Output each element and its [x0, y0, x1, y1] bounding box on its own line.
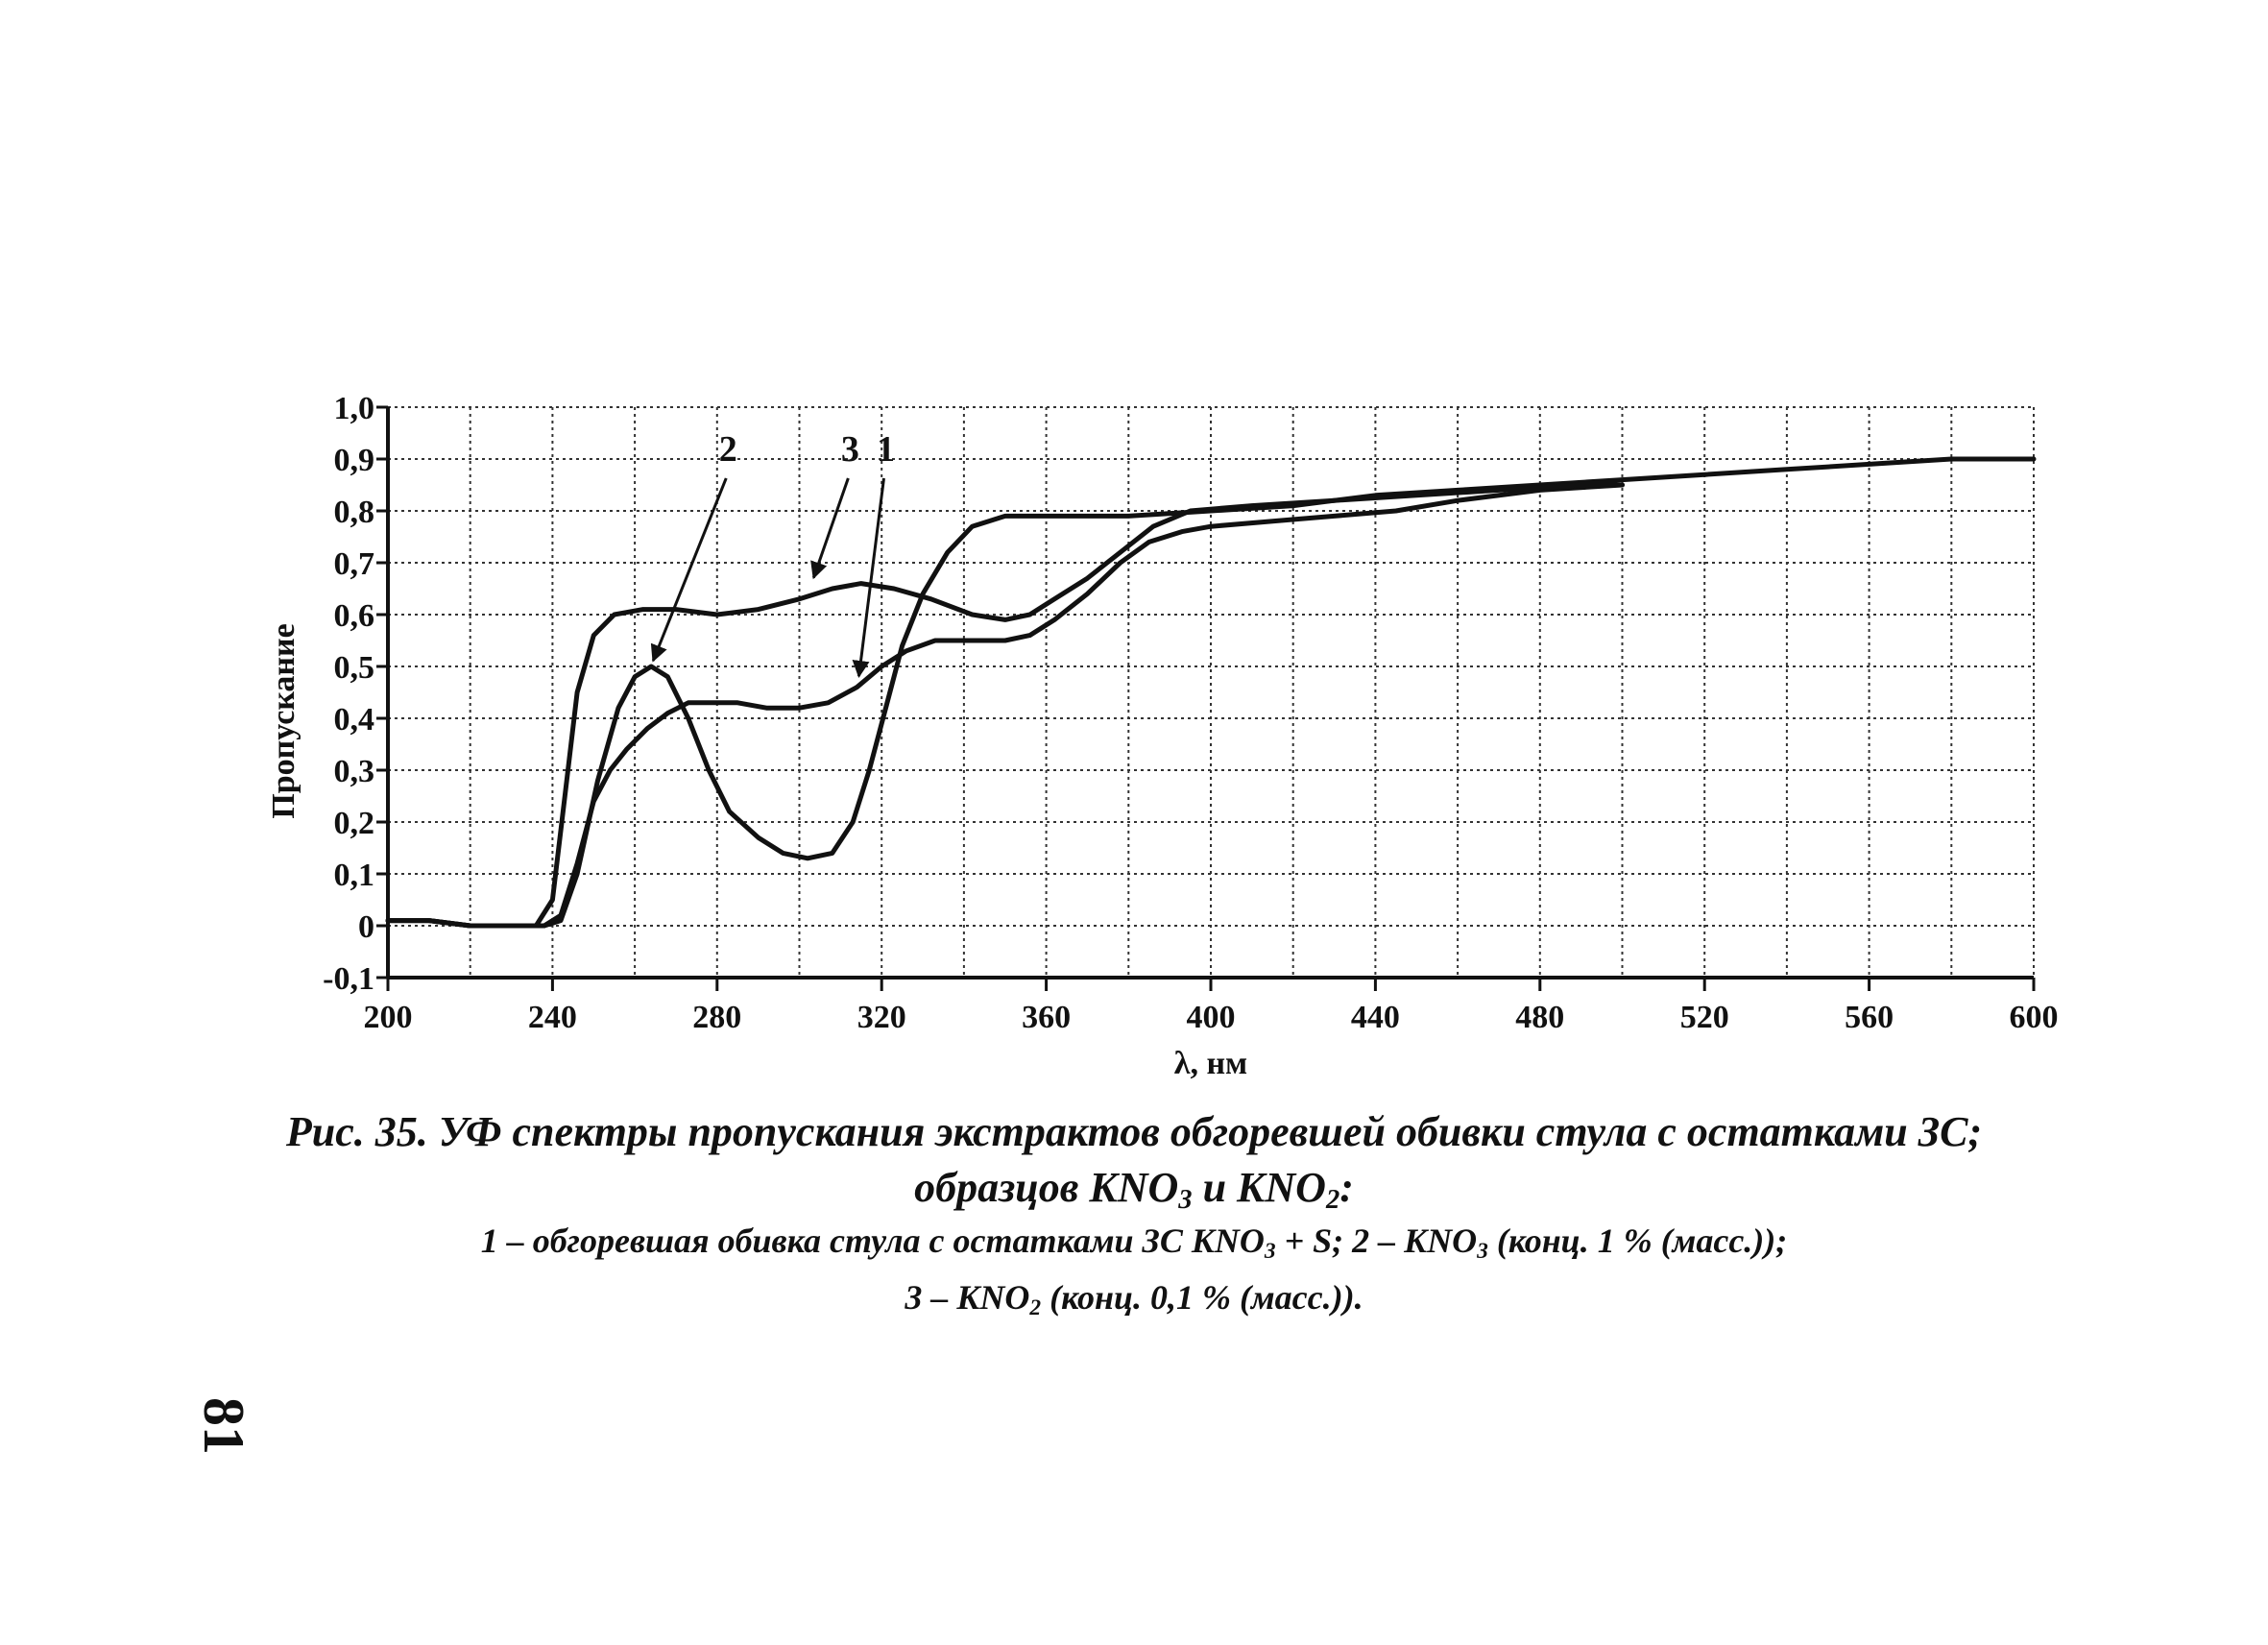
caption-subscript: 3 [1264, 1238, 1276, 1264]
y-tick-label: 0,4 [334, 702, 375, 738]
y-tick-label: 1,0 [334, 391, 375, 426]
x-tick-label: 440 [1351, 1000, 1400, 1035]
y-tick-label: 0,7 [334, 546, 375, 582]
annotation-arrow-1 [852, 477, 885, 678]
figure-caption-title: Рис. 35. УФ спектры пропускания экстракт… [0, 1104, 2268, 1228]
caption-text: (конц. 1 % (масс.)); [1487, 1222, 1788, 1260]
caption-text: 1 – обгоревшая обивка стула с остатками … [480, 1222, 1265, 1260]
caption-subscript: 2 [1029, 1294, 1042, 1320]
annotation-label-3: 3 [841, 429, 859, 470]
series-line-2 [385, 456, 2037, 929]
series-lines [385, 456, 2037, 929]
y-tick-label: -0,1 [323, 961, 374, 997]
caption-text: + S; 2 – KNO [1275, 1222, 1478, 1260]
caption-text: 3 – KNO [905, 1277, 1030, 1317]
caption-text: (конц. 0,1 % (масс.)). [1041, 1277, 1363, 1317]
caption-legend-line-1: 1 – обгоревшая обивка стула с остатками … [0, 1218, 2268, 1274]
x-tick-label: 480 [1515, 1000, 1564, 1035]
y-tick-label: 0,6 [334, 598, 375, 634]
caption-text: образцов KNO [914, 1164, 1179, 1211]
y-axis-label: Пропускание [266, 623, 302, 818]
y-tick-label: 0,8 [334, 495, 375, 530]
y-tick-label: 0,9 [334, 443, 375, 478]
chart-axes [376, 405, 2036, 991]
x-tick-label: 280 [692, 1000, 741, 1035]
caption-subscript: 3 [1477, 1238, 1488, 1264]
caption-title-line-2: образцов KNO3 и KNO2: [0, 1160, 2268, 1228]
annotation-arrow-3 [810, 477, 850, 580]
caption-legend-line-2: 3 – KNO2 (конц. 0,1 % (масс.)). [0, 1274, 2268, 1331]
x-tick-label: 520 [1680, 1000, 1729, 1035]
y-tick-label: 0 [358, 909, 374, 945]
caption-subscript: 3 [1178, 1185, 1193, 1216]
series-line-1 [385, 482, 1625, 929]
x-tick-label: 560 [1845, 1000, 1894, 1035]
annotation-label-1: 1 [877, 429, 895, 470]
y-tick-label: 0,1 [334, 858, 375, 893]
caption-title-line-1: Рис. 35. УФ спектры пропускания экстракт… [285, 1108, 1983, 1155]
x-tick-label: 600 [2010, 1000, 2059, 1035]
x-axis-label: λ, нм [1174, 1046, 1247, 1081]
annotation-arrow-2 [650, 477, 728, 663]
x-tick-label: 360 [1022, 1000, 1071, 1035]
y-tick-label: 0,5 [334, 650, 375, 686]
series-line-3 [385, 482, 1625, 929]
caption-text: : [1339, 1164, 1354, 1211]
x-tick-label: 240 [528, 1000, 577, 1035]
figure-caption-legend: 1 – обгоревшая обивка стула с остатками … [0, 1218, 2268, 1331]
x-tick-label: 200 [364, 1000, 413, 1035]
y-tick-label: 0,2 [334, 806, 375, 841]
caption-subscript: 2 [1325, 1185, 1340, 1216]
x-tick-label: 400 [1187, 1000, 1236, 1035]
annotation-label-2: 2 [719, 429, 737, 470]
caption-text: и KNO [1192, 1164, 1326, 1211]
page-number: 81 [192, 1397, 255, 1455]
chart-grid [388, 406, 2035, 978]
y-tick-label: 0,3 [334, 754, 375, 789]
x-tick-label: 320 [857, 1000, 906, 1035]
